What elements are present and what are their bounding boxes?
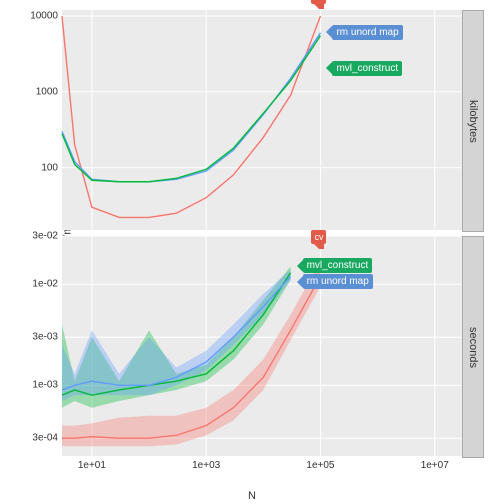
y-tick-label: 1000 [36, 86, 62, 97]
x-tick-label: 1e+05 [306, 456, 334, 471]
series-label: mvl_construct [303, 258, 373, 273]
y-tick-label: 3e-04 [32, 433, 62, 444]
x-tick-label: 1e+07 [421, 456, 449, 471]
plot-panel: 100100010000cvrm unord mapmvl_construct [62, 10, 462, 230]
plot-panel: 3e-041e-033e-031e-023e-021e+011e+031e+05… [62, 236, 462, 456]
series-label: cv [311, 230, 326, 244]
y-tick-label: 10000 [30, 11, 62, 22]
y-tick-label: 100 [41, 162, 62, 173]
facet-strip: seconds [462, 236, 484, 458]
series-line [62, 16, 320, 217]
x-axis-title: N [248, 490, 256, 502]
y-tick-label: 3e-03 [32, 332, 62, 343]
series-label: cv [311, 0, 326, 4]
y-tick-label: 3e-02 [32, 231, 62, 242]
series-label: mvl_construct [332, 61, 402, 76]
facet-strip: kilobytes [462, 10, 484, 232]
series-line [62, 33, 320, 182]
series-label: rm unord map [332, 25, 402, 40]
series-label: rm unord map [303, 274, 373, 289]
x-tick-label: 1e+03 [192, 456, 220, 471]
y-tick-label: 1e-03 [32, 380, 62, 391]
y-tick-label: 1e-02 [32, 279, 62, 290]
x-tick-label: 1e+01 [78, 456, 106, 471]
